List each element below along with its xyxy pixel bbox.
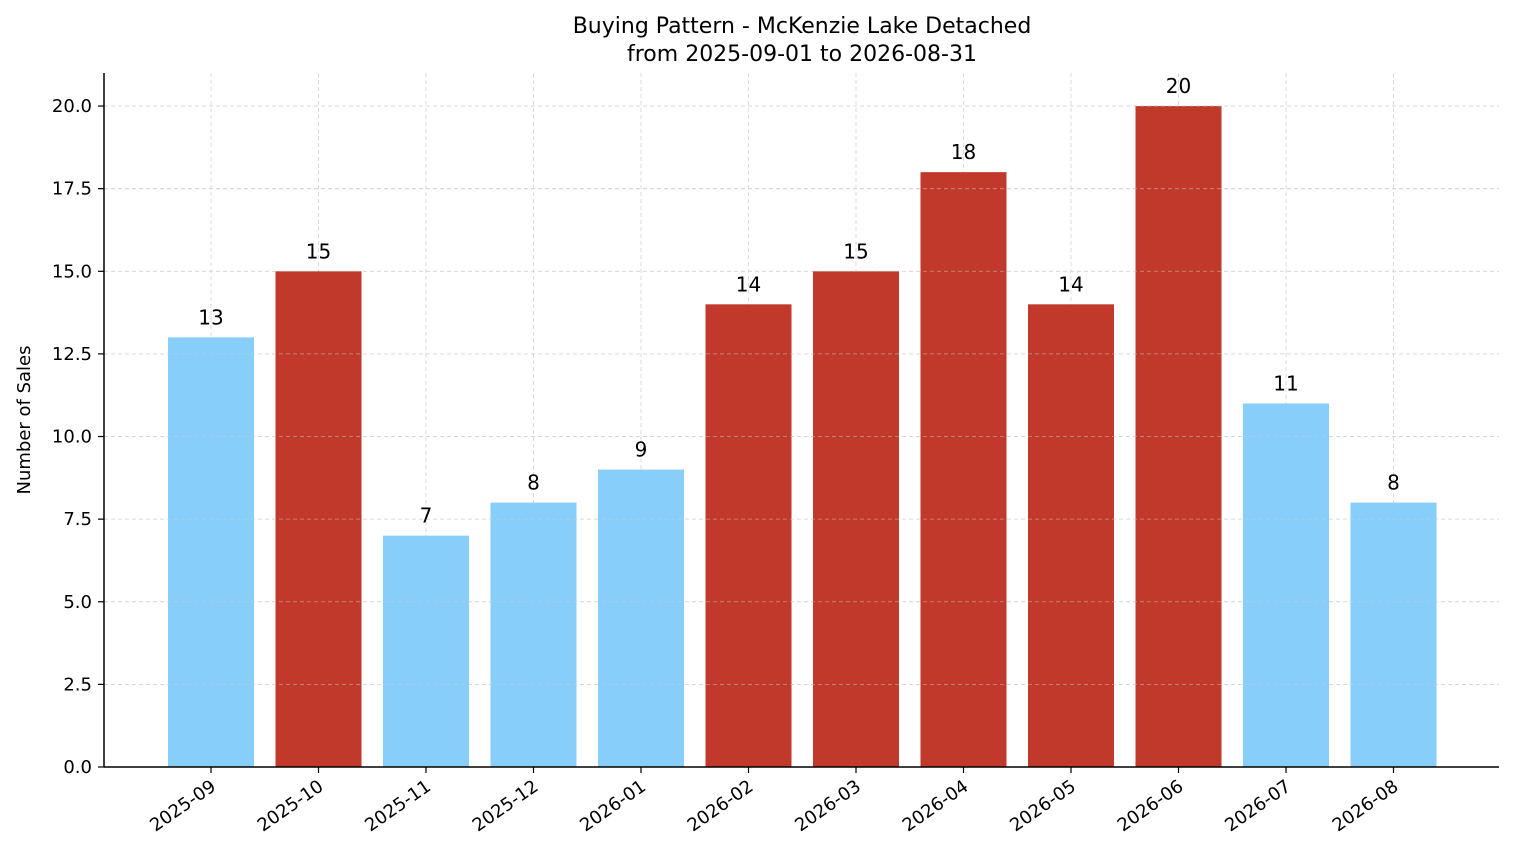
x-tick-label: 2025-12: [469, 776, 543, 836]
y-axis-title: Number of Sales: [14, 345, 35, 494]
y-tick-label: 10.0: [52, 427, 92, 448]
x-tick-label: 2025-09: [146, 776, 220, 836]
bar-2026-02: [705, 304, 792, 767]
bar-value-label: 14: [1058, 272, 1083, 296]
x-tick-label: 2026-06: [1114, 776, 1188, 836]
bar-value-label: 8: [527, 471, 540, 495]
x-tick-label: 2025-11: [361, 776, 435, 836]
x-tick-label: 2026-08: [1329, 776, 1403, 836]
x-tick-label: 2026-04: [899, 776, 973, 836]
bar-value-label: 9: [635, 438, 648, 462]
y-tick-label: 5.0: [63, 592, 92, 613]
y-tick-label: 20.0: [52, 96, 92, 117]
bar-value-label: 20: [1166, 74, 1191, 98]
y-tick-label: 7.5: [63, 509, 92, 530]
bar-2025-12: [490, 502, 577, 767]
bar-value-label: 18: [951, 140, 976, 164]
chart-subtitle: from 2025-09-01 to 2026-08-31: [627, 42, 977, 67]
x-tick-label: 2026-02: [684, 776, 758, 836]
bar-2026-01: [598, 469, 684, 767]
x-tick-label: 2026-05: [1006, 776, 1080, 836]
y-tick-label: 2.5: [63, 674, 92, 695]
bar-2025-11: [383, 535, 469, 767]
x-tick-label: 2025-10: [254, 776, 328, 836]
bar-2025-09: [168, 337, 254, 767]
y-tick-label: 12.5: [52, 344, 92, 365]
bar-value-label: 7: [420, 504, 433, 528]
bar-value-label: 15: [843, 239, 868, 263]
y-tick-label: 0.0: [63, 757, 92, 778]
x-tick-label: 2026-03: [791, 776, 865, 836]
x-tick-label: 2026-07: [1221, 776, 1295, 836]
bar-2026-07: [1243, 403, 1329, 767]
bar-value-label: 11: [1273, 371, 1298, 395]
bar-value-label: 14: [736, 272, 761, 296]
bar-value-label: 15: [306, 239, 331, 263]
y-tick-label: 15.0: [52, 261, 92, 282]
chart-title: Buying Pattern - McKenzie Lake Detached: [573, 14, 1032, 39]
bar-2026-08: [1350, 502, 1437, 767]
bar-2026-05: [1028, 304, 1114, 767]
bar-value-label: 13: [198, 305, 223, 329]
bar-2026-04: [920, 172, 1007, 768]
bar-value-label: 8: [1387, 471, 1400, 495]
y-tick-label: 17.5: [52, 179, 92, 200]
x-tick-label: 2026-01: [576, 776, 650, 836]
axes: [98, 73, 1499, 773]
